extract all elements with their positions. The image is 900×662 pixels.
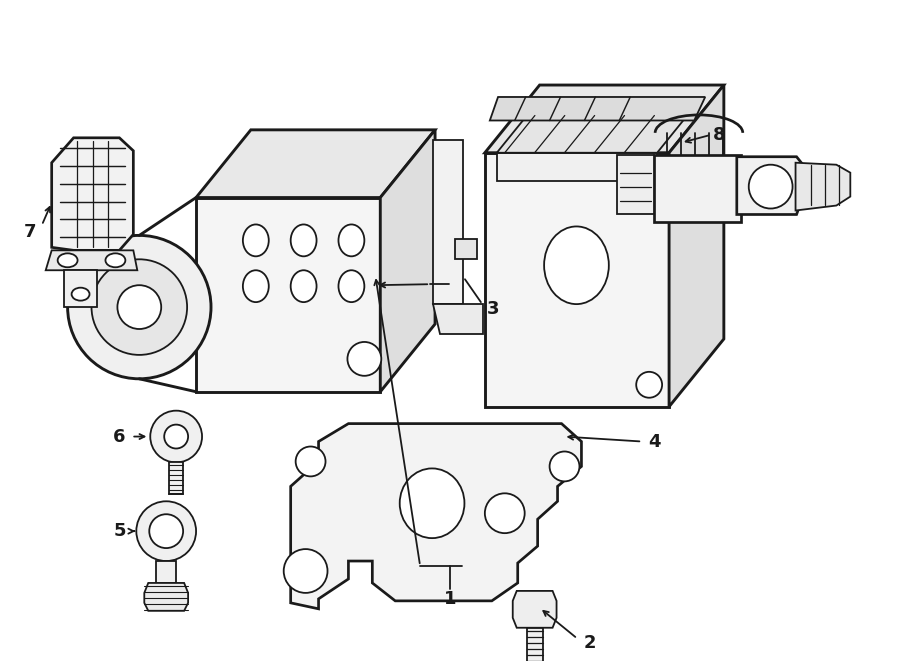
Polygon shape xyxy=(497,153,657,181)
Polygon shape xyxy=(485,85,724,153)
Polygon shape xyxy=(490,97,706,120)
Ellipse shape xyxy=(400,469,464,538)
Text: 2: 2 xyxy=(583,634,596,651)
Ellipse shape xyxy=(243,224,269,256)
Polygon shape xyxy=(169,463,183,495)
Text: 8: 8 xyxy=(713,126,725,144)
Ellipse shape xyxy=(544,226,608,304)
Polygon shape xyxy=(497,115,688,153)
Polygon shape xyxy=(485,153,669,406)
Polygon shape xyxy=(455,240,477,260)
Polygon shape xyxy=(291,424,581,609)
Polygon shape xyxy=(64,270,97,307)
Polygon shape xyxy=(526,628,543,662)
Ellipse shape xyxy=(291,224,317,256)
Polygon shape xyxy=(381,130,435,392)
Circle shape xyxy=(117,285,161,329)
Circle shape xyxy=(149,514,183,548)
Ellipse shape xyxy=(105,254,125,267)
Circle shape xyxy=(150,410,202,463)
Circle shape xyxy=(347,342,382,376)
Circle shape xyxy=(92,260,187,355)
Text: 4: 4 xyxy=(648,432,661,451)
Text: 3: 3 xyxy=(487,300,500,318)
Polygon shape xyxy=(796,163,850,211)
Polygon shape xyxy=(46,250,138,270)
Ellipse shape xyxy=(72,288,89,301)
Polygon shape xyxy=(196,197,381,392)
Polygon shape xyxy=(513,591,556,628)
Circle shape xyxy=(296,446,326,477)
Circle shape xyxy=(164,424,188,448)
Polygon shape xyxy=(196,130,435,197)
Polygon shape xyxy=(433,140,463,304)
Ellipse shape xyxy=(243,270,269,302)
Polygon shape xyxy=(654,155,741,222)
Ellipse shape xyxy=(338,224,364,256)
Polygon shape xyxy=(669,85,724,406)
Polygon shape xyxy=(433,304,483,334)
Ellipse shape xyxy=(338,270,364,302)
Text: 7: 7 xyxy=(23,223,36,242)
Circle shape xyxy=(636,372,662,398)
Circle shape xyxy=(485,493,525,533)
Polygon shape xyxy=(617,155,654,214)
Ellipse shape xyxy=(291,270,317,302)
Text: 1: 1 xyxy=(444,590,456,608)
Ellipse shape xyxy=(58,254,77,267)
Polygon shape xyxy=(737,157,805,214)
Polygon shape xyxy=(144,583,188,611)
Circle shape xyxy=(68,236,211,379)
Polygon shape xyxy=(51,138,133,250)
Circle shape xyxy=(749,165,793,209)
Text: 6: 6 xyxy=(113,428,126,446)
Circle shape xyxy=(284,549,328,593)
Circle shape xyxy=(550,451,580,481)
Polygon shape xyxy=(157,561,176,583)
Text: 5: 5 xyxy=(113,522,126,540)
Circle shape xyxy=(136,501,196,561)
